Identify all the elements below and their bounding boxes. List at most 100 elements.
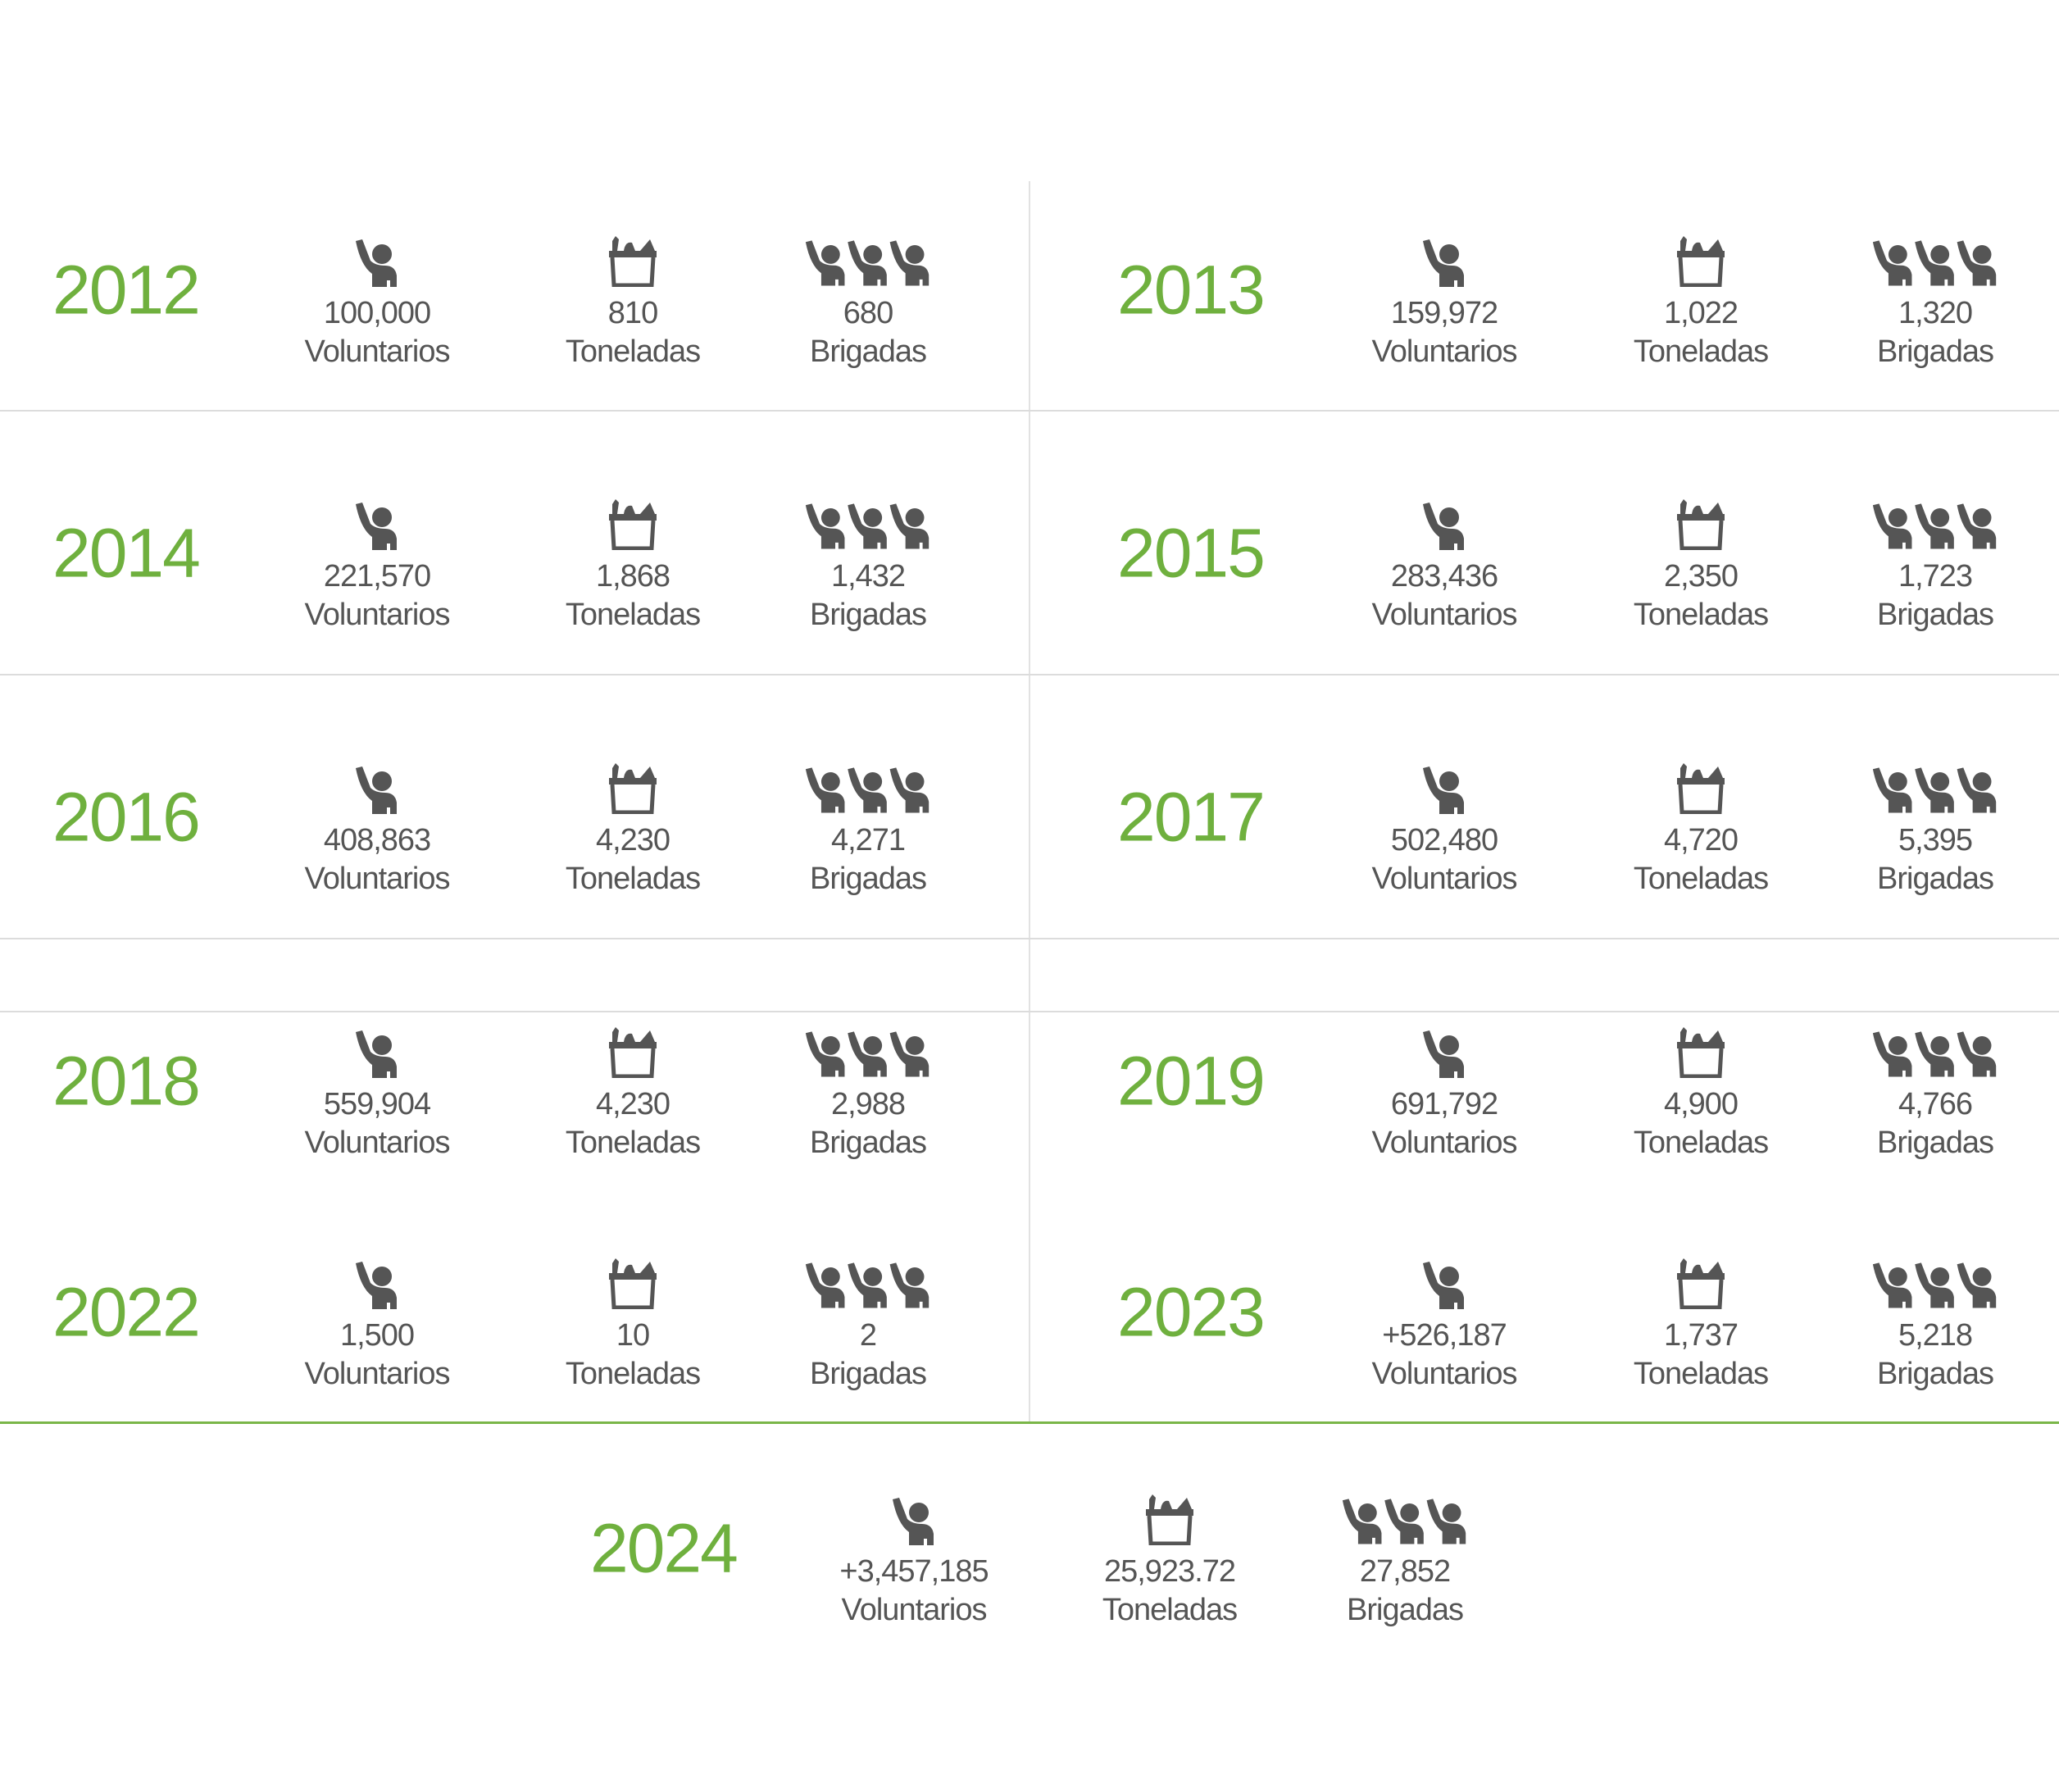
stat-tons: 4,720 Toneladas [1578, 763, 1824, 899]
row-divider [0, 410, 2059, 412]
stat-label: Toneladas [1633, 862, 1769, 896]
stat-label: Voluntarios [304, 1357, 450, 1391]
group-raising-hands-icon [805, 1031, 930, 1077]
year-label: 2016 [52, 778, 201, 856]
stat-value: 27,852 [1359, 1554, 1451, 1589]
stat-value: 4,766 [1898, 1087, 1973, 1121]
stat-volunteers: +526,187 Voluntarios [1321, 1258, 1567, 1394]
stat-label: Toneladas [565, 598, 701, 632]
group-raising-hands-icon [1342, 1499, 1466, 1544]
stat-tons: 4,230 Toneladas [510, 1027, 756, 1163]
group-raising-hands-icon [805, 1262, 930, 1308]
stat-value: 1,737 [1663, 1318, 1739, 1353]
stat-value: 1,500 [339, 1318, 415, 1353]
stat-label: Brigadas [810, 1126, 927, 1160]
stat-label: Brigadas [810, 334, 927, 369]
stat-label: Brigadas [1877, 1126, 1994, 1160]
person-raising-hand-icon [893, 1498, 934, 1545]
stat-value: 1,868 [595, 559, 670, 594]
stat-value: 221,570 [323, 559, 431, 594]
stat-brigades: 680 Brigadas [745, 236, 991, 372]
stat-tons: 2,350 Toneladas [1578, 499, 1824, 635]
stat-label: Voluntarios [1371, 1357, 1517, 1391]
stat-brigades: 1,723 Brigadas [1812, 499, 2058, 635]
stat-value: 1,320 [1898, 296, 1973, 330]
stat-label: Toneladas [1102, 1593, 1238, 1627]
person-raising-hand-icon [1423, 503, 1464, 550]
person-raising-hand-icon [1423, 766, 1464, 814]
group-raising-hands-icon [805, 767, 930, 813]
stat-volunteers: 502,480 Voluntarios [1321, 763, 1567, 899]
stat-value: 5,218 [1898, 1318, 1973, 1353]
stat-tons: 4,230 Toneladas [510, 763, 756, 899]
food-basket-icon [609, 763, 657, 814]
stat-label: Toneladas [565, 334, 701, 369]
stat-volunteers: 559,904 Voluntarios [254, 1027, 500, 1163]
stat-value: 2,988 [830, 1087, 906, 1121]
person-raising-hand-icon [356, 1030, 397, 1078]
stat-value: 680 [843, 296, 893, 330]
food-basket-icon [609, 1258, 657, 1309]
stat-label: Brigadas [810, 1357, 927, 1391]
stat-label: Voluntarios [1371, 1126, 1517, 1160]
year-label: 2023 [1117, 1273, 1266, 1351]
stat-value: 2 [859, 1318, 877, 1353]
stat-label: Brigadas [1877, 862, 1994, 896]
stat-brigades: 5,395 Brigadas [1812, 763, 2058, 899]
stat-label: Voluntarios [304, 862, 450, 896]
total-divider [0, 1421, 2059, 1424]
person-raising-hand-icon [356, 239, 397, 287]
stat-label: Voluntarios [1371, 862, 1517, 896]
stat-value: 159,972 [1390, 296, 1498, 330]
stat-label: Toneladas [1633, 1126, 1769, 1160]
stat-label: Voluntarios [841, 1593, 987, 1627]
stat-label: Brigadas [1877, 1357, 1994, 1391]
stat-value: 100,000 [323, 296, 431, 330]
stat-tons: 1,737 Toneladas [1578, 1258, 1824, 1394]
stat-brigades: 2 Brigadas [745, 1258, 991, 1394]
stat-tons: 10 Toneladas [510, 1258, 756, 1394]
stat-brigades: 1,432 Brigadas [745, 499, 991, 635]
stat-value: +3,457,185 [839, 1554, 989, 1589]
stat-value: 4,230 [595, 823, 670, 857]
year-label: 2018 [52, 1042, 201, 1120]
year-label: 2019 [1117, 1042, 1266, 1120]
stat-volunteers: 159,972 Voluntarios [1321, 236, 1567, 372]
stat-label: Brigadas [1877, 598, 1994, 632]
stat-label: Brigadas [1347, 1593, 1464, 1627]
stat-brigades: 27,852 Brigadas [1282, 1494, 1528, 1631]
stat-label: Toneladas [1633, 334, 1769, 369]
group-raising-hands-icon [1872, 767, 1997, 813]
stat-value: 10 [616, 1318, 650, 1353]
stat-value: 502,480 [1390, 823, 1498, 857]
year-label: 2014 [52, 514, 201, 592]
person-raising-hand-icon [1423, 1030, 1464, 1078]
year-label: 2017 [1117, 778, 1266, 856]
stat-value: 1,022 [1663, 296, 1739, 330]
stat-volunteers: 691,792 Voluntarios [1321, 1027, 1567, 1163]
food-basket-icon [1146, 1494, 1193, 1545]
group-raising-hands-icon [1872, 503, 1997, 549]
group-raising-hands-icon [1872, 1031, 1997, 1077]
person-raising-hand-icon [1423, 239, 1464, 287]
stat-value: 283,436 [1390, 559, 1498, 594]
stat-label: Toneladas [1633, 1357, 1769, 1391]
stat-volunteers: 408,863 Voluntarios [254, 763, 500, 899]
year-label: 2024 [590, 1509, 739, 1587]
food-basket-icon [609, 499, 657, 550]
stat-label: Toneladas [565, 1357, 701, 1391]
stat-value: 4,230 [595, 1087, 670, 1121]
stat-label: Toneladas [565, 1126, 701, 1160]
food-basket-icon [1677, 763, 1725, 814]
row-divider [0, 674, 2059, 675]
stat-volunteers: 1,500 Voluntarios [254, 1258, 500, 1394]
stat-value: 25,923.72 [1103, 1554, 1236, 1589]
person-raising-hand-icon [356, 503, 397, 550]
stat-volunteers: 221,570 Voluntarios [254, 499, 500, 635]
stat-value: 559,904 [323, 1087, 431, 1121]
year-label: 2012 [52, 251, 201, 329]
stat-value: 1,432 [830, 559, 906, 594]
row-divider [0, 938, 2059, 939]
stat-label: Voluntarios [1371, 598, 1517, 632]
stat-tons: 1,022 Toneladas [1578, 236, 1824, 372]
